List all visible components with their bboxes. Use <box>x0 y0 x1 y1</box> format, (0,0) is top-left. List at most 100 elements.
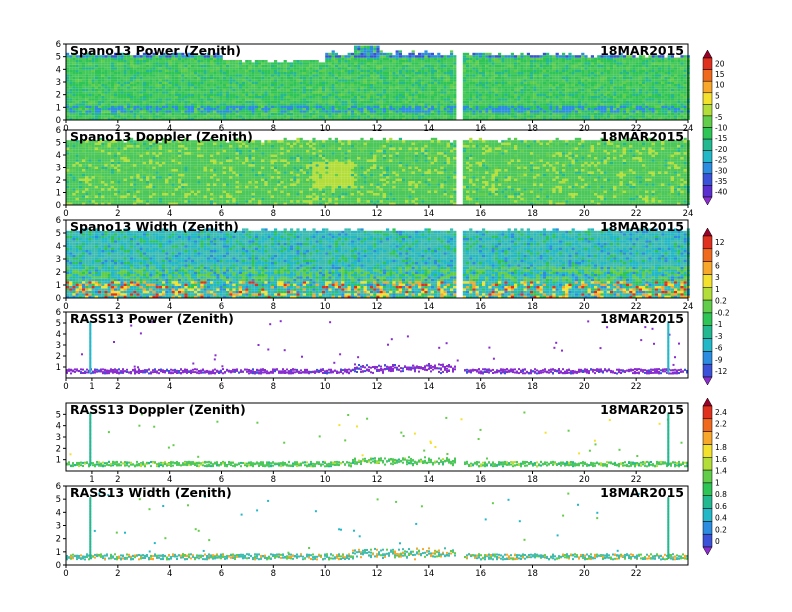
heatmap-cell <box>386 112 390 116</box>
heatmap-cell <box>354 84 358 87</box>
heatmap-cell <box>478 86 482 89</box>
heatmap-cell <box>373 91 377 94</box>
heatmap-cell <box>123 103 127 106</box>
heatmap-cell <box>344 103 348 106</box>
heatmap-cell <box>491 55 495 58</box>
heatmap-cell <box>610 67 614 70</box>
heatmap-cell <box>616 88 620 92</box>
heatmap-cell <box>117 84 121 87</box>
heatmap-cell <box>286 84 290 87</box>
heatmap-cell <box>437 115 441 118</box>
heatmap-cell <box>485 76 489 80</box>
heatmap-cell <box>312 84 316 87</box>
heatmap-cell <box>338 72 342 75</box>
heatmap-cell <box>280 105 284 108</box>
heatmap-cell <box>178 115 182 118</box>
heatmap-cell <box>539 55 543 58</box>
heatmap-cell <box>232 100 236 104</box>
heatmap-cell <box>360 57 364 60</box>
heatmap-cell <box>197 64 201 68</box>
heatmap-cell <box>354 117 358 120</box>
heatmap-cell <box>270 81 274 84</box>
heatmap-cell <box>120 105 124 108</box>
heatmap-cell <box>318 100 322 104</box>
heatmap-cell <box>139 69 143 72</box>
heatmap-cell <box>232 96 236 99</box>
heatmap-cell <box>395 91 399 94</box>
heatmap-cell <box>123 115 127 118</box>
heatmap-cell <box>309 79 313 82</box>
heatmap-cell <box>526 64 530 68</box>
heatmap-cell <box>347 112 351 116</box>
heatmap-cell <box>165 81 169 84</box>
heatmap-cell <box>421 69 425 72</box>
heatmap-cell <box>277 100 281 104</box>
heatmap-cell <box>299 72 303 75</box>
heatmap-cell <box>523 93 527 96</box>
heatmap-cell <box>347 96 351 99</box>
heatmap-cell <box>510 79 514 82</box>
heatmap-cell <box>418 74 422 77</box>
heatmap-cell <box>104 76 108 80</box>
heatmap-cell <box>146 98 150 101</box>
heatmap-cell <box>613 72 617 75</box>
heatmap-cell <box>242 98 246 101</box>
heatmap-cell <box>146 60 150 63</box>
heatmap-cell <box>466 96 470 99</box>
heatmap-cell <box>299 110 303 113</box>
heatmap-cell <box>171 79 175 82</box>
heatmap-cell <box>133 72 137 75</box>
heatmap-cell <box>539 79 543 82</box>
heatmap-cell <box>277 74 281 77</box>
heatmap-cell <box>270 86 274 89</box>
heatmap-cell <box>142 74 146 77</box>
heatmap-cell <box>360 96 364 99</box>
heatmap-cell <box>568 86 572 89</box>
heatmap-cell <box>309 64 313 68</box>
heatmap-cell <box>392 117 396 120</box>
heatmap-cell <box>181 57 185 60</box>
heatmap-cell <box>309 72 313 75</box>
heatmap-cell <box>414 93 418 96</box>
heatmap-cell <box>245 84 249 87</box>
heatmap-cell <box>254 93 258 96</box>
heatmap-cell <box>229 81 233 84</box>
heatmap-cell <box>126 86 130 89</box>
heatmap-cell <box>66 81 70 84</box>
heatmap-cell <box>270 76 274 80</box>
heatmap-cell <box>504 96 508 99</box>
heatmap-cell <box>606 91 610 94</box>
heatmap-cell <box>94 79 98 82</box>
heatmap-cell <box>648 60 652 63</box>
heatmap-cell <box>194 86 198 89</box>
heatmap-cell <box>222 112 226 116</box>
heatmap-cell <box>149 76 153 80</box>
heatmap-cell <box>376 98 380 101</box>
heatmap-cell <box>162 117 166 120</box>
heatmap-cell <box>72 98 76 101</box>
heatmap-cell <box>194 84 198 87</box>
heatmap-cell <box>520 84 524 87</box>
heatmap-cell <box>261 79 265 82</box>
heatmap-cell <box>635 64 639 68</box>
heatmap-cell <box>315 110 319 113</box>
heatmap-cell <box>507 55 511 58</box>
heatmap-cell <box>619 52 623 56</box>
heatmap-cell <box>469 69 473 72</box>
heatmap-cell <box>645 81 649 84</box>
heatmap-cell <box>446 91 450 94</box>
heatmap-cell <box>613 103 617 106</box>
heatmap-cell <box>293 64 297 68</box>
heatmap-cell <box>638 98 642 101</box>
heatmap-cell <box>434 117 438 120</box>
heatmap-cell <box>482 64 486 68</box>
heatmap-cell <box>430 69 434 72</box>
heatmap-cell <box>530 115 534 118</box>
heatmap-cell <box>194 96 198 99</box>
heatmap-cell <box>123 79 127 82</box>
heatmap-cell <box>613 74 617 77</box>
heatmap-cell <box>366 69 370 72</box>
heatmap-cell <box>626 117 630 120</box>
heatmap-cell <box>370 88 374 92</box>
heatmap-cell <box>162 79 166 82</box>
